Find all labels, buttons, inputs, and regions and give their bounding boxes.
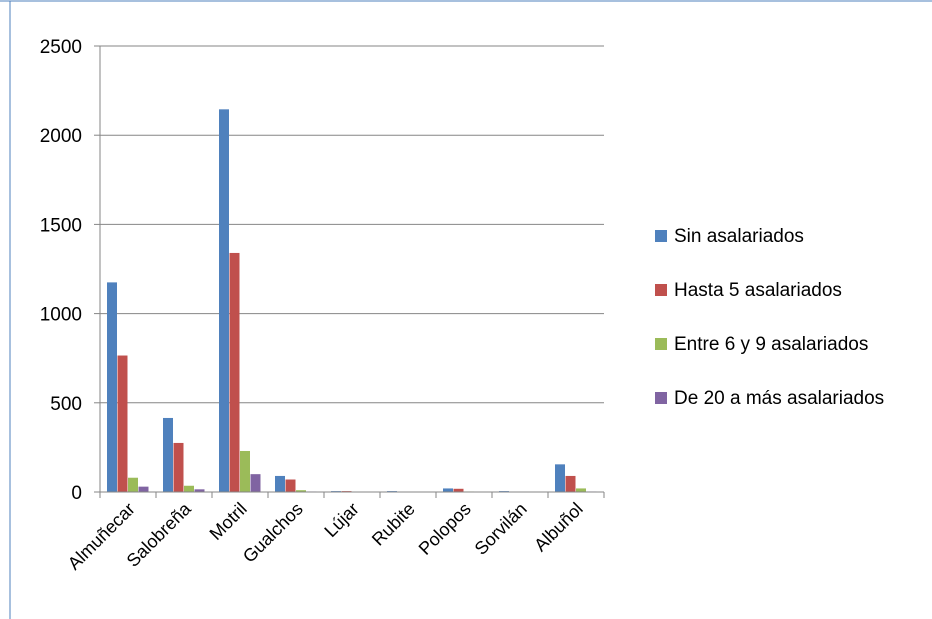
legend-label: Sin asalariados bbox=[674, 226, 804, 247]
bar-de-20-a-más-asalariados-0 bbox=[138, 486, 149, 492]
bar-sin-asalariados-2 bbox=[219, 109, 229, 492]
legend-label: Entre 6 y 9 asalariados bbox=[674, 334, 868, 355]
legend-label: De 20 a más asalariados bbox=[674, 388, 884, 409]
y-tick-label: 0 bbox=[71, 483, 82, 504]
x-category-label: Rubite bbox=[368, 499, 419, 550]
bar-sin-asalariados-3 bbox=[275, 475, 285, 492]
y-tick-label: 2000 bbox=[40, 126, 82, 147]
bar-sin-asalariados-8 bbox=[555, 464, 565, 492]
x-category-label: Gualchos bbox=[239, 499, 307, 567]
bar-hasta-5-asalariados-2 bbox=[229, 252, 240, 492]
y-tick-label: 2500 bbox=[40, 37, 82, 58]
bar-sin-asalariados-0 bbox=[107, 282, 117, 492]
y-tick-labels: 0 500 1000 1500 2000 2500 bbox=[40, 37, 82, 504]
bar-hasta-5-asalariados-0 bbox=[117, 355, 128, 492]
bar-hasta-5-asalariados-6 bbox=[453, 488, 464, 492]
legend-swatch bbox=[655, 230, 667, 242]
gridlines bbox=[94, 45, 604, 493]
bar-entre-6-y-9-asalariados-8 bbox=[576, 488, 586, 492]
bar-de-20-a-más-asalariados-2 bbox=[250, 474, 261, 492]
bar-sin-asalariados-1 bbox=[163, 417, 173, 492]
bar-de-20-a-más-asalariados-1 bbox=[194, 489, 205, 492]
bars bbox=[107, 109, 597, 492]
bar-entre-6-y-9-asalariados-2 bbox=[240, 450, 250, 492]
bar-hasta-5-asalariados-1 bbox=[173, 442, 184, 492]
y-tick-label: 1000 bbox=[40, 305, 82, 326]
bar-sin-asalariados-6 bbox=[443, 488, 453, 492]
y-tick-label: 1500 bbox=[40, 215, 82, 236]
x-category-label: Sorvilán bbox=[471, 499, 531, 559]
axes bbox=[99, 46, 605, 498]
x-category-label: Lújar bbox=[320, 499, 362, 541]
x-category-label: Motril bbox=[206, 499, 251, 544]
bar-entre-6-y-9-asalariados-0 bbox=[128, 477, 138, 492]
bar-entre-6-y-9-asalariados-3 bbox=[296, 490, 306, 492]
x-category-label: Polopos bbox=[415, 499, 475, 559]
bar-hasta-5-asalariados-3 bbox=[285, 479, 296, 492]
bar-hasta-5-asalariados-8 bbox=[565, 475, 576, 492]
legend-label: Hasta 5 asalariados bbox=[674, 280, 842, 301]
bar-entre-6-y-9-asalariados-1 bbox=[184, 485, 194, 492]
legend: Sin asalariados Hasta 5 asalariados Entre … bbox=[655, 226, 884, 409]
legend-swatch bbox=[655, 338, 667, 350]
y-tick-label: 500 bbox=[50, 394, 82, 415]
x-category-label: Albuñol bbox=[530, 499, 587, 556]
legend-swatch bbox=[655, 284, 667, 296]
legend-swatch bbox=[655, 392, 667, 404]
